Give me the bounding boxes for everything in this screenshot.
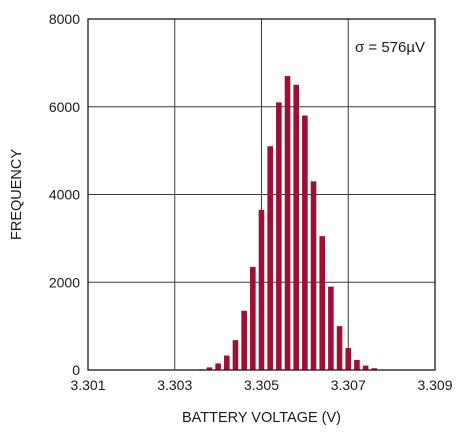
y-tick-label: 0 [72,362,80,378]
x-tick-label: 3.303 [157,377,192,393]
bars [197,76,386,371]
histogram-bar-14 [319,236,326,370]
histogram-bar-7 [258,209,265,370]
histogram-bar-16 [336,326,343,371]
histogram-bar-13 [310,181,317,370]
y-tick-label: 8000 [49,11,80,27]
histogram-bar-19 [362,365,369,370]
y-tick-label: 2000 [49,274,80,290]
histogram-bar-1 [206,367,213,370]
x-axis-label: BATTERY VOLTAGE (V) [182,410,341,426]
histogram-bar-3 [224,355,230,370]
y-tick-label: 6000 [49,99,80,115]
histogram-bar-2 [215,363,221,370]
plot-frame [87,18,436,371]
tick-labels: 3.301 3.303 3.305 3.307 3.309 0 2000 4000 6000 80… [49,11,453,393]
x-tick-label: 3.305 [244,377,279,393]
histogram-bar-9 [276,102,282,371]
x-tick-label: 3.307 [331,377,366,393]
histogram-bar-18 [354,359,360,370]
histogram-bar-8 [267,146,273,370]
histogram-bar-10 [284,76,291,370]
sigma-annotation: σ = 576µV [355,39,425,56]
histogram-bar-5 [241,310,247,370]
histogram-bar-4 [232,340,239,370]
histogram-bar-15 [328,286,334,370]
histogram-bar-20 [371,368,378,370]
histogram-bar-12 [302,115,308,370]
x-tick-label: 3.309 [417,377,452,393]
y-tick-label: 4000 [49,187,80,203]
histogram-bar-6 [250,266,256,370]
x-tick-label: 3.301 [70,377,105,393]
histogram-bar-17 [345,348,352,370]
y-axis-label: FREQUENCY [9,149,25,240]
histogram-bar-11 [293,84,299,370]
